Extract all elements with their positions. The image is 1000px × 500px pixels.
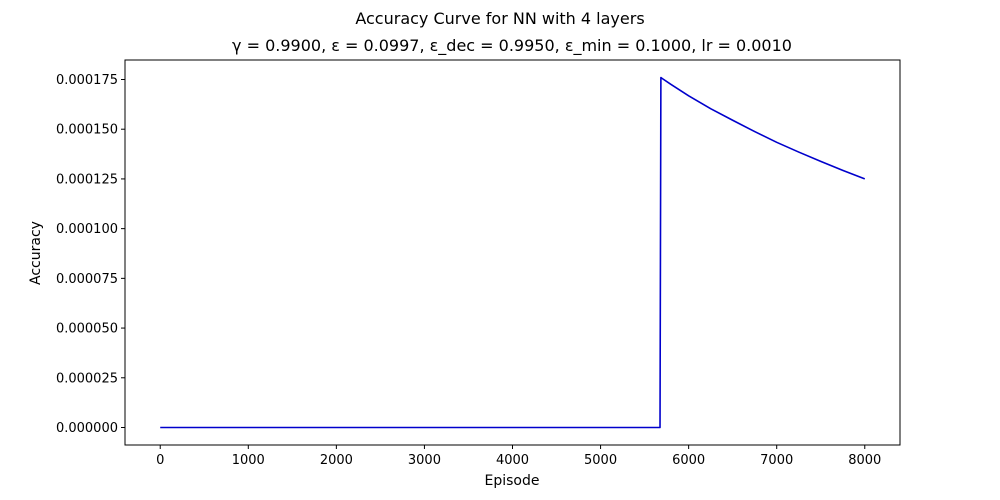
series-line-0 bbox=[160, 76, 866, 429]
y-tick-label: 0.000000 bbox=[56, 421, 118, 436]
x-tick-label: 5000 bbox=[584, 453, 617, 468]
x-tick-label: 8000 bbox=[848, 453, 881, 468]
x-tick-label: 7000 bbox=[760, 453, 793, 468]
y-tick-label: 0.000100 bbox=[56, 222, 118, 237]
chart-title: Accuracy Curve for NN with 4 layers bbox=[355, 9, 644, 28]
chart-subtitle: γ = 0.9900, ε = 0.0997, ε_dec = 0.9950, … bbox=[232, 36, 792, 56]
x-tick-label: 1000 bbox=[232, 453, 265, 468]
plot-area: 0 1000 2000 3000 4000 5000 6000 7000 8000 0.00000… bbox=[56, 59, 901, 468]
x-tick-label: 3000 bbox=[408, 453, 441, 468]
x-tick-label: 6000 bbox=[672, 453, 705, 468]
x-tick-label: 4000 bbox=[496, 453, 529, 468]
y-tick-label: 0.000025 bbox=[56, 371, 118, 386]
y-tick-label: 0.000150 bbox=[56, 123, 118, 138]
x-tick-label: 2000 bbox=[320, 453, 353, 468]
plot-frame bbox=[124, 59, 901, 446]
x-axis-label: Episode bbox=[485, 473, 540, 489]
y-tick-label: 0.000125 bbox=[56, 172, 118, 187]
y-tick-label: 0.000050 bbox=[56, 322, 118, 337]
y-tick-label: 0.000075 bbox=[56, 272, 118, 287]
y-axis-label: Accuracy bbox=[28, 221, 44, 285]
y-tick-label: 0.000175 bbox=[56, 73, 118, 88]
x-tick-label: 0 bbox=[156, 453, 164, 468]
